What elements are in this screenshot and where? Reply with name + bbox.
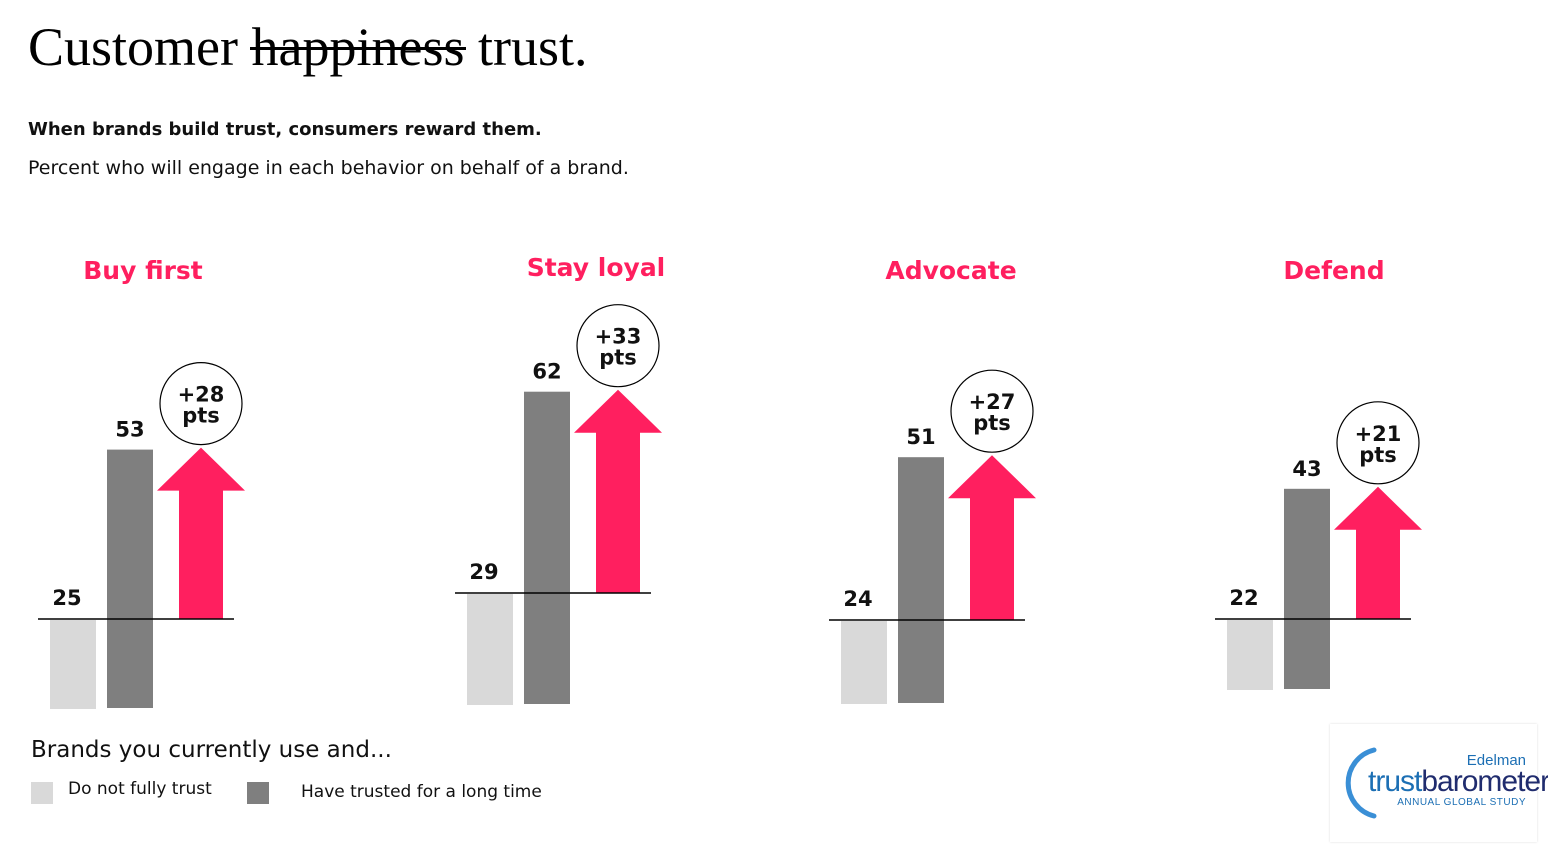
difference-circle (1336, 401, 1420, 485)
difference-value: +28 (178, 383, 225, 407)
legend-swatch-dark-gray (247, 782, 269, 804)
title-struck-word: happiness (251, 17, 465, 77)
category-label: Stay loyal (527, 253, 666, 282)
difference-value: +27 (969, 390, 1016, 414)
increase-arrow (1334, 486, 1422, 619)
bar-have-trusted (898, 457, 944, 703)
logo-tagline: ANNUAL GLOBAL STUDY (1397, 797, 1526, 808)
bar-do-not-fully-trust (50, 620, 96, 709)
logo-wordmark: trustbarometer (1368, 765, 1548, 799)
legend-swatch-light-gray (31, 782, 53, 804)
chart-subtitle: Percent who will engage in each behavior… (28, 157, 629, 179)
difference-circle (950, 369, 1034, 453)
logo-arc-icon (1345, 747, 1377, 819)
difference-unit: pts (182, 404, 220, 428)
difference-unit: pts (973, 411, 1011, 435)
increase-arrow (948, 455, 1036, 620)
bar-do-not-fully-trust (1227, 620, 1273, 690)
difference-circle (576, 304, 660, 388)
difference-circle (159, 362, 243, 446)
value-label-do-not-fully-trust: 24 (843, 587, 872, 611)
title-word-trust: trust. (477, 17, 588, 77)
category-label: Advocate (885, 256, 1016, 285)
difference-value: +33 (595, 325, 642, 349)
difference-value: +21 (1355, 422, 1402, 446)
title-word-customer: Customer (28, 17, 238, 77)
legend-title: Brands you currently use and... (31, 737, 392, 763)
difference-unit: pts (1359, 443, 1397, 467)
legend-label-do-not-fully-trust: Do not fully trust (68, 779, 212, 799)
bar-have-trusted (107, 449, 153, 708)
edelman-trust-barometer-logo: Edelman trustbarometer ANNUAL GLOBAL STU… (1330, 724, 1548, 842)
logo-word-barometer: barometer (1421, 765, 1548, 798)
page-title: Customer happiness trust. (28, 14, 587, 80)
bar-have-trusted (1284, 488, 1330, 689)
logo-brand: Edelman (1466, 752, 1526, 769)
logo-word-trust: trust (1368, 765, 1422, 798)
bar-do-not-fully-trust (841, 621, 887, 704)
bar-do-not-fully-trust (467, 594, 513, 705)
value-label-do-not-fully-trust: 25 (52, 586, 81, 610)
difference-unit: pts (599, 346, 637, 370)
value-label-have-trusted: 43 (1292, 457, 1321, 481)
value-label-have-trusted: 62 (532, 360, 561, 384)
category-label: Buy first (83, 256, 203, 285)
increase-arrow (574, 389, 662, 593)
bar-have-trusted (524, 391, 570, 704)
increase-arrow (157, 447, 245, 619)
value-label-do-not-fully-trust: 22 (1229, 586, 1258, 610)
legend-label-have-trusted: Have trusted for a long time (301, 782, 542, 802)
chart-subtitle-bold: When brands build trust, consumers rewar… (28, 119, 542, 140)
value-label-do-not-fully-trust: 29 (469, 560, 498, 584)
category-label: Defend (1283, 256, 1384, 285)
value-label-have-trusted: 53 (115, 418, 144, 442)
value-label-have-trusted: 51 (906, 425, 935, 449)
